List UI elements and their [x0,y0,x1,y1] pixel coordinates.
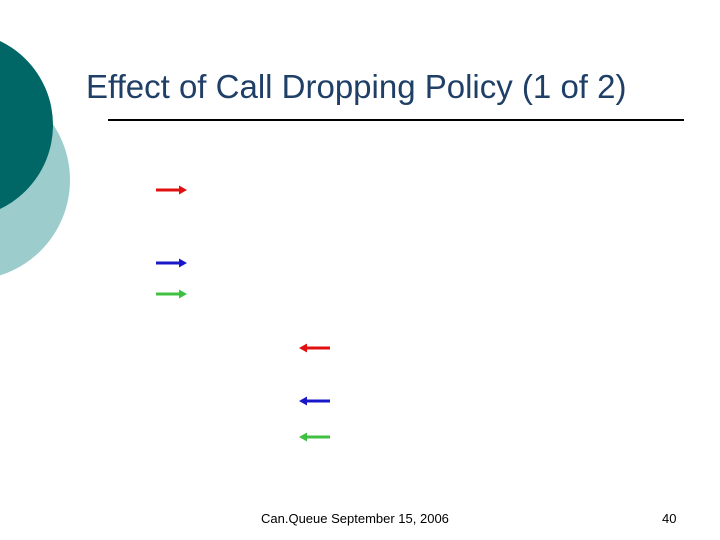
red-right-arrow-1 [156,185,187,195]
green-right-arrow-1 [156,289,187,299]
slide-title: Effect of Call Dropping Policy (1 of 2) [86,68,627,105]
footer-text: Can.Queue September 15, 2006 [261,511,449,526]
blue-left-arrow-1 [299,396,330,406]
blue-right-arrow-1 [156,258,187,268]
decorative-circles [0,41,70,276]
dark-teal-circle [0,41,53,209]
page-number: 40 [662,511,677,526]
title-underline [108,119,684,121]
red-left-arrow-1 [299,343,330,353]
green-left-arrow-1 [299,432,330,442]
